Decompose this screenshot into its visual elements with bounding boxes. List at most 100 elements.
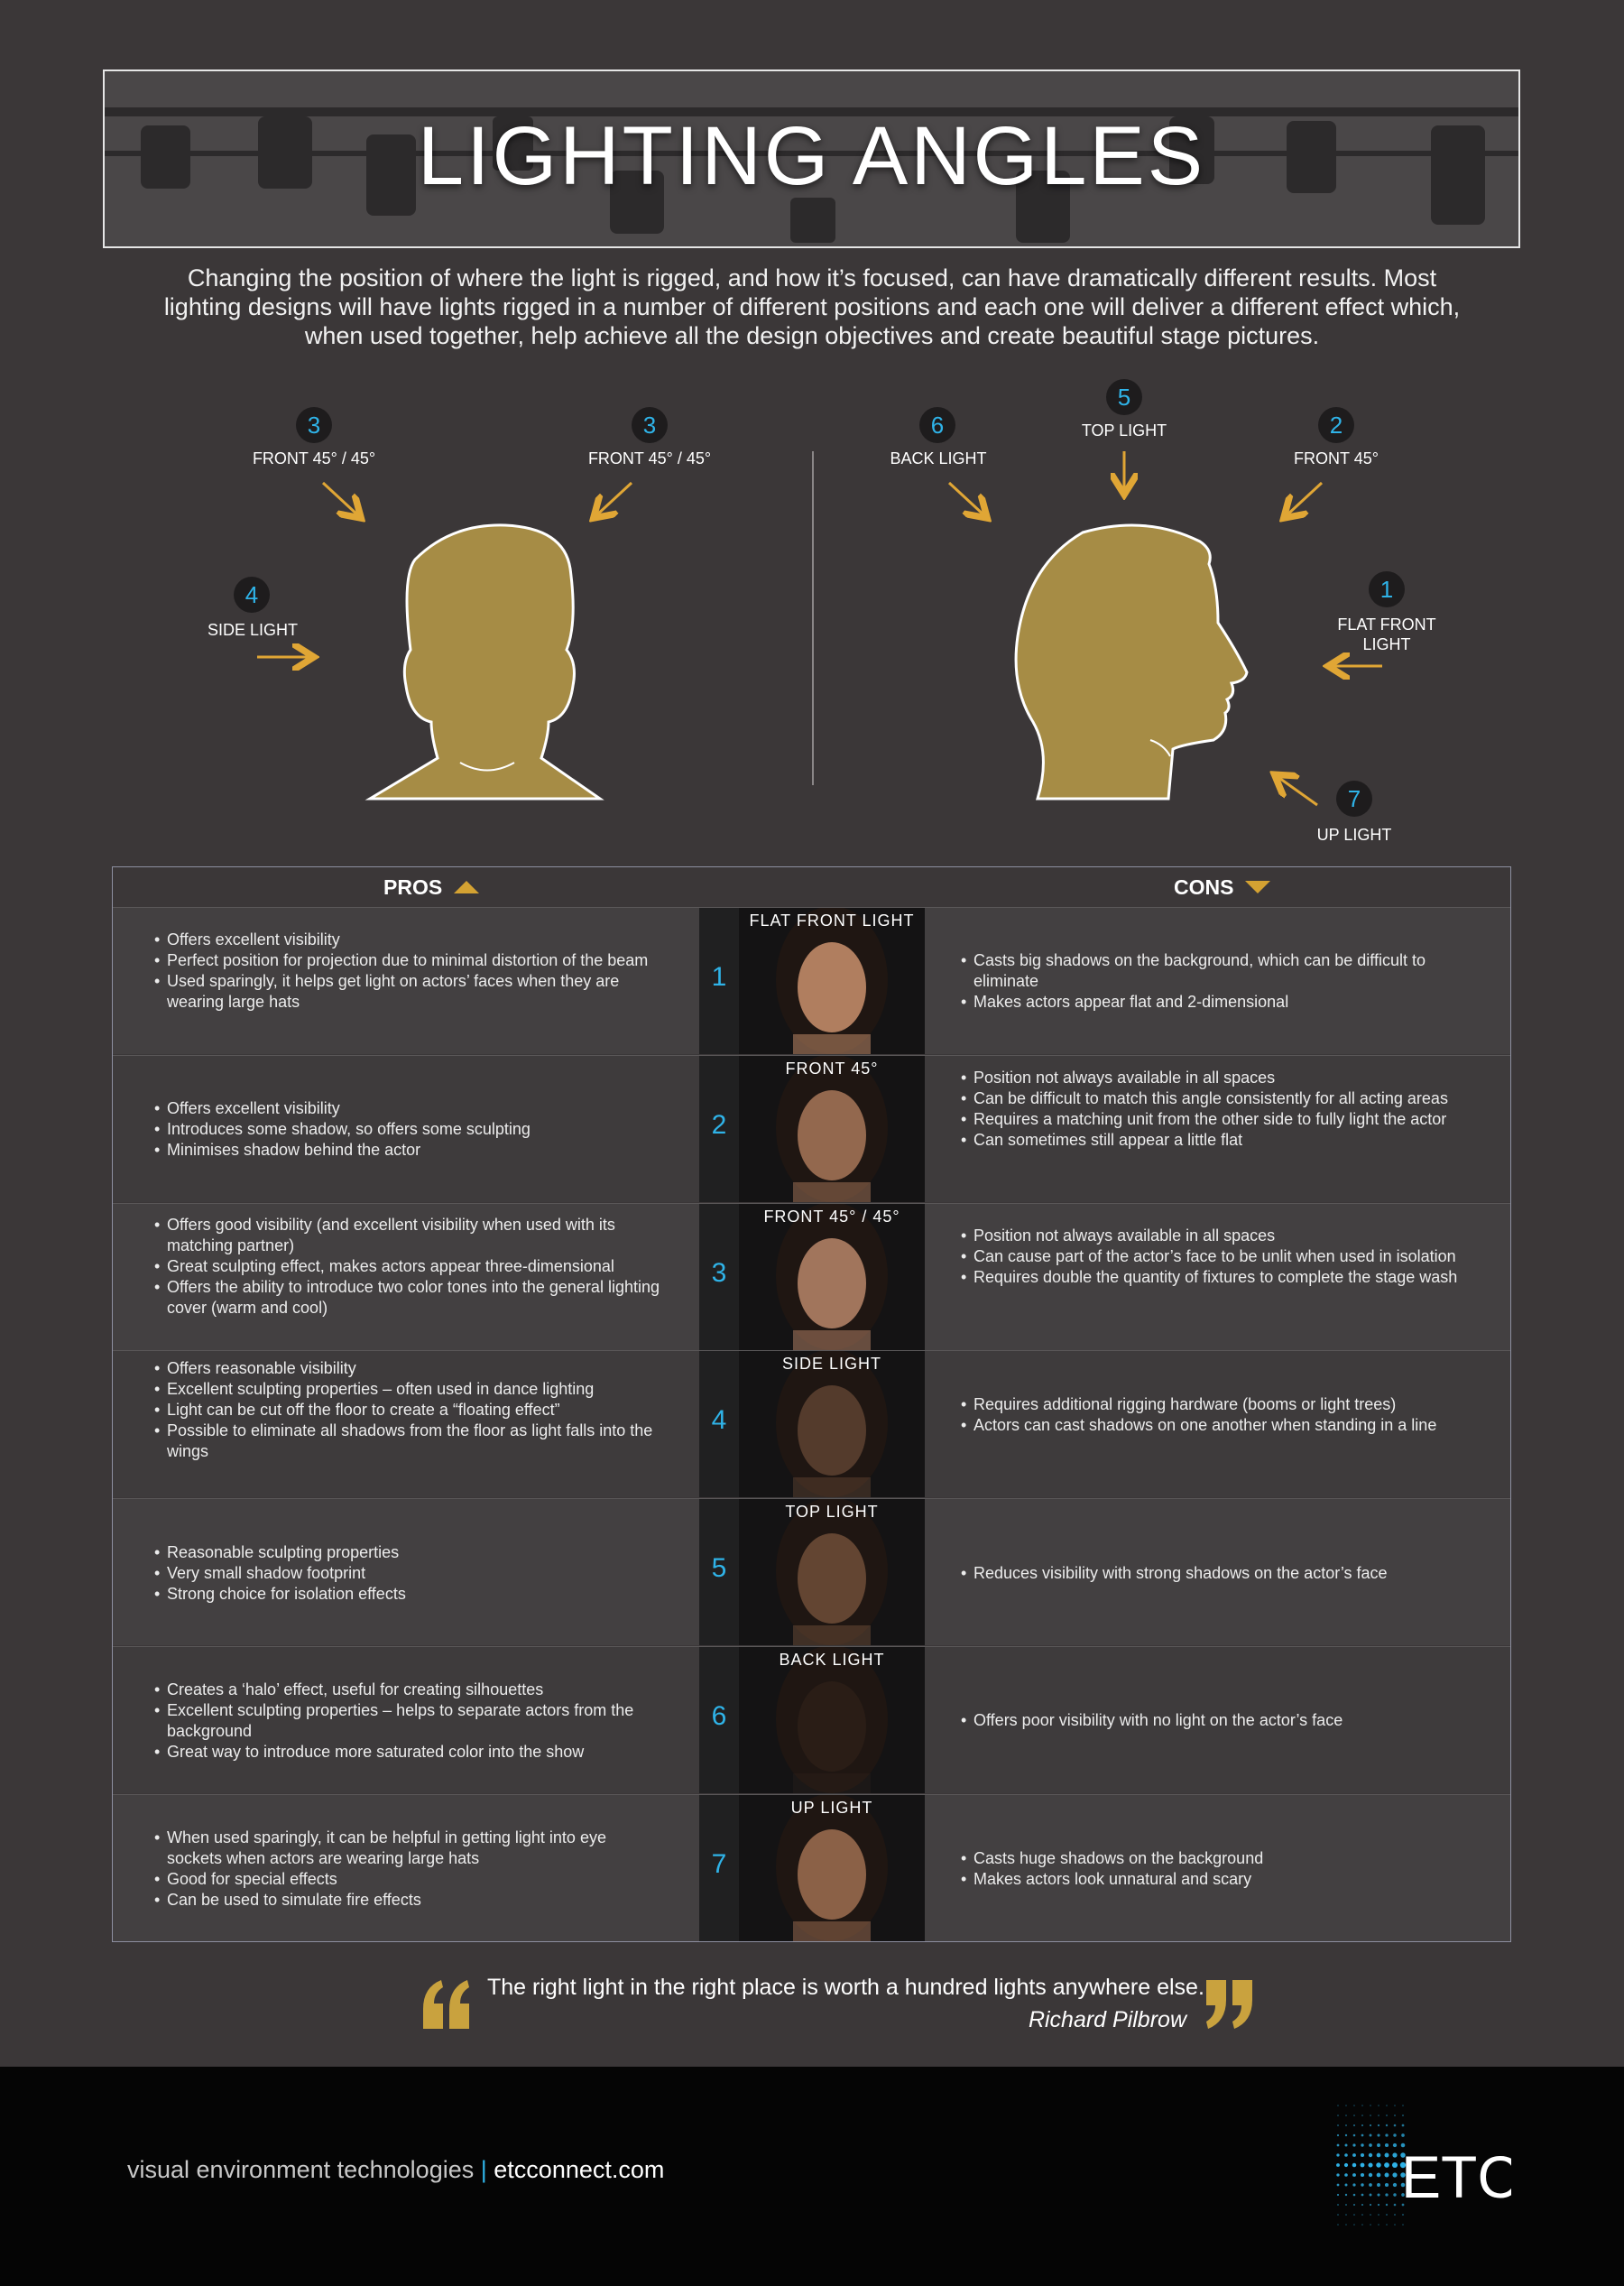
logo-dot [1361, 2214, 1363, 2216]
cons-list: Offers poor visibility with no light on … [961, 1710, 1484, 1731]
pros-item: Offers excellent visibility [154, 930, 660, 950]
row-number-column [699, 1794, 739, 1941]
logo-dot [1361, 2183, 1364, 2187]
logo-dot [1392, 2152, 1398, 2158]
photo-label: BACK LIGHT [779, 1651, 885, 1669]
lighting-example-photo [739, 1647, 925, 1793]
badge-top-light: 5 [1106, 379, 1142, 415]
logo-dot [1352, 2162, 1357, 2168]
table-row: When used sparingly, it can be helpful i… [113, 1793, 1510, 1941]
cons-item: Makes actors look unnatural and scary [961, 1869, 1484, 1890]
logo-dot [1360, 2152, 1365, 2158]
logo-dot [1384, 2152, 1389, 2158]
etc-logo: ETC [1336, 2105, 1511, 2226]
logo-dot [1385, 2193, 1389, 2197]
logo-dot [1377, 2133, 1380, 2137]
logo-dot [1344, 2183, 1348, 2187]
cons-list: Position not always available in all spa… [961, 1226, 1484, 1288]
lighting-example-photo [739, 1499, 925, 1646]
row-number: 1 [711, 962, 727, 992]
logo-dot [1361, 2143, 1364, 2147]
logo-dot [1345, 2105, 1347, 2106]
tagline-separator: | [480, 2156, 487, 2183]
logo-dot [1345, 2204, 1347, 2206]
label-top-light: TOP LIGHT [1081, 421, 1167, 440]
logo-dot [1376, 2162, 1381, 2168]
logo-dot [1336, 2143, 1340, 2147]
cons-item: Requires additional rigging hardware (bo… [961, 1394, 1484, 1415]
photo-label: UP LIGHT [790, 1798, 873, 1817]
logo-dot [1377, 2143, 1380, 2147]
photo-label: FRONT 45° [785, 1059, 879, 1078]
logo-dot [1370, 2105, 1371, 2106]
pros-item: Perfect position for projection due to m… [154, 950, 660, 971]
cons-list: Casts huge shadows on the backgroundMake… [961, 1848, 1484, 1890]
logo-dot [1401, 2203, 1405, 2207]
row-number-column [699, 1499, 739, 1646]
cons-list: Requires additional rigging hardware (bo… [961, 1394, 1484, 1436]
row-number: 2 [711, 1109, 727, 1140]
logo-dot [1337, 2224, 1339, 2226]
logo-dot [1361, 2124, 1364, 2127]
logo-dot [1386, 2224, 1388, 2226]
logo-dot [1361, 2193, 1364, 2197]
logo-dot [1384, 2182, 1389, 2188]
footer-tagline: visual environment technologies | etccon… [127, 2156, 664, 2184]
table-row: Offers reasonable visibilityExcellent sc… [113, 1350, 1510, 1498]
logo-dot [1377, 2124, 1380, 2127]
logo-dot [1344, 2193, 1348, 2197]
logo-dot [1401, 2124, 1405, 2127]
table-row: Offers excellent visibilityPerfect posit… [113, 907, 1510, 1054]
lighting-example-photo [739, 908, 925, 1054]
logo-dot [1336, 2153, 1340, 2157]
logo-dot [1368, 2152, 1373, 2158]
logo-dot [1345, 2124, 1347, 2126]
pros-list: Offers excellent visibilityPerfect posit… [154, 930, 660, 1013]
logo-dot [1353, 2224, 1355, 2226]
logo-dot [1392, 2182, 1398, 2188]
label-front45-side: FRONT 45° [1294, 449, 1379, 467]
logo-dot [1352, 2153, 1356, 2157]
cons-item: Can sometimes still appear a little flat [961, 1130, 1484, 1151]
table-row: Offers good visibility (and excellent vi… [113, 1202, 1510, 1350]
website-link[interactable]: etcconnect.com [494, 2156, 665, 2183]
badge-side-light: 4 [234, 577, 270, 613]
pros-item: When used sparingly, it can be helpful i… [154, 1828, 660, 1869]
logo-dot [1361, 2203, 1364, 2207]
logo-dot [1378, 2214, 1379, 2216]
logo-dot [1361, 2224, 1363, 2226]
logo-dot [1391, 2161, 1398, 2169]
pros-header: PROS [383, 875, 479, 900]
arrow-front45-left [321, 481, 359, 516]
table-row: Reasonable sculpting propertiesVery smal… [113, 1498, 1510, 1646]
logo-dot [1337, 2204, 1339, 2206]
close-quote-icon [1206, 1980, 1252, 2029]
logo-dot [1402, 2115, 1404, 2116]
pros-list: Offers good visibility (and excellent vi… [154, 1215, 660, 1319]
logo-dot [1369, 2183, 1372, 2187]
logo-dot [1337, 2214, 1339, 2216]
badge-back-light: 6 [919, 407, 955, 443]
face-photo-icon [776, 1203, 888, 1350]
logo-dot [1400, 2143, 1406, 2148]
logo-dot [1369, 2203, 1372, 2207]
triangle-up-icon [453, 881, 479, 893]
cons-item: Reduces visibility with strong shadows o… [961, 1563, 1484, 1584]
row-number-column [699, 1055, 739, 1202]
row-number-column [699, 1203, 739, 1350]
logo-dot [1345, 2214, 1347, 2216]
diagram-divider [812, 451, 814, 785]
logo-dot [1344, 2133, 1348, 2137]
arrow-back-light [947, 481, 985, 516]
pros-item: Introduces some shadow, so offers some s… [154, 1119, 660, 1140]
face-photo-icon [776, 1351, 888, 1498]
pros-item: Great way to introduce more saturated co… [154, 1742, 660, 1763]
badge-front45-left: 3 [296, 407, 332, 443]
logo-dot [1369, 2124, 1372, 2127]
logo-dot [1376, 2152, 1381, 2158]
row-number-column [699, 1647, 739, 1793]
logo-dot [1361, 2105, 1363, 2106]
logo-dot [1394, 2224, 1396, 2226]
logo-dot [1400, 2182, 1406, 2188]
label-back-light: BACK LIGHT [890, 449, 987, 467]
